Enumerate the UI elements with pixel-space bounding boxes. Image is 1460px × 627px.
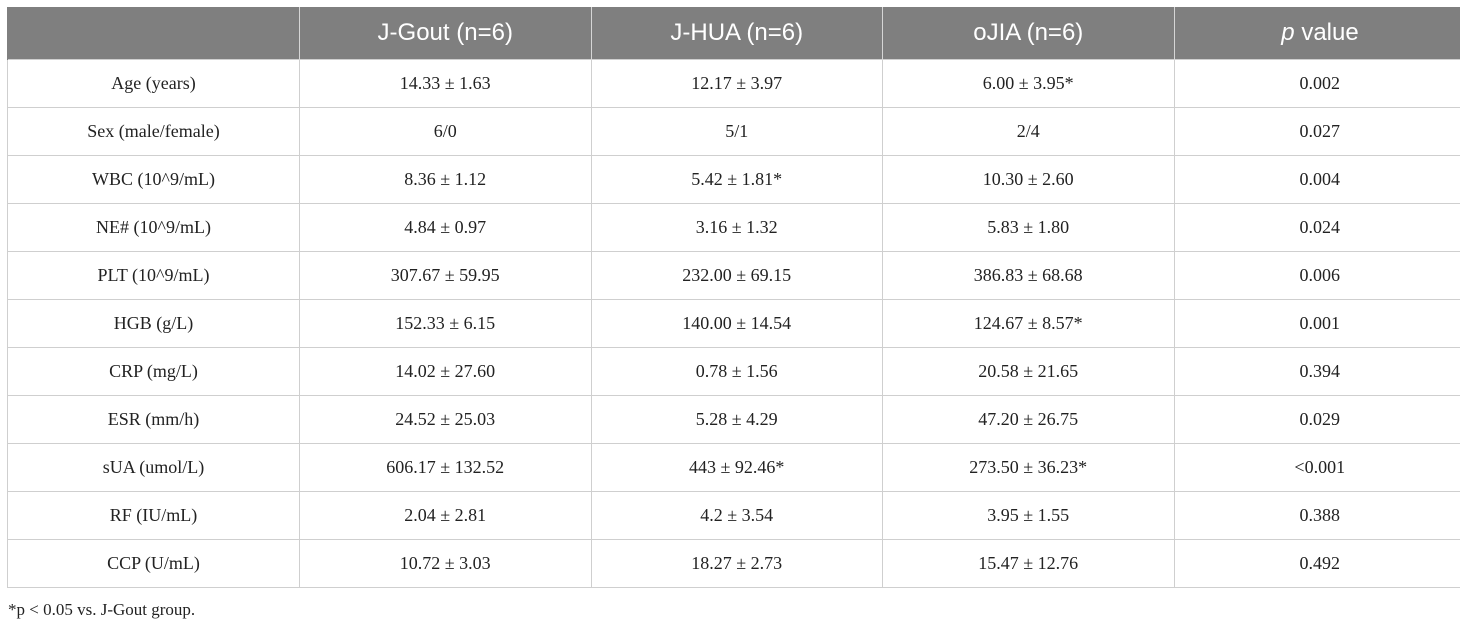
header-cell-j-gout: J-Gout (n=6) (299, 7, 591, 60)
comparison-table-container: J-Gout (n=6) J-HUA (n=6) oJIA (n=6) p va… (7, 7, 1460, 588)
j-hua-cell: 18.27 ± 2.73 (590, 539, 883, 588)
variable-cell: Age (years) (7, 59, 300, 108)
j-gout-cell: 14.33 ± 1.63 (299, 59, 592, 108)
j-gout-cell: 4.84 ± 0.97 (299, 203, 592, 252)
variable-cell: WBC (10^9/mL) (7, 155, 300, 204)
j-gout-cell: 24.52 ± 25.03 (299, 395, 592, 444)
j-hua-cell: 232.00 ± 69.15 (590, 251, 883, 300)
j-hua-cell: 5.42 ± 1.81* (590, 155, 883, 204)
j-hua-cell: 3.16 ± 1.32 (590, 203, 883, 252)
p-symbol: p (1281, 19, 1295, 46)
j-hua-cell: 443 ± 92.46* (590, 443, 883, 492)
table-body: Age (years) 14.33 ± 1.63 12.17 ± 3.97 6.00 … (7, 59, 1460, 588)
ojia-cell: 47.20 ± 26.75 (882, 395, 1175, 444)
table-row: WBC (10^9/mL) 8.36 ± 1.12 5.42 ± 1.81* 10.3… (7, 155, 1460, 204)
table-row: HGB (g/L) 152.33 ± 6.15 140.00 ± 14.54 124.… (7, 299, 1460, 348)
j-hua-cell: 5/1 (590, 107, 883, 156)
p-value-label: value (1294, 19, 1359, 46)
j-gout-cell: 8.36 ± 1.12 (299, 155, 592, 204)
table-footnote: *p < 0.05 vs. J-Gout group. (8, 600, 196, 619)
table-row: CRP (mg/L) 14.02 ± 27.60 0.78 ± 1.56 20.58 … (7, 347, 1460, 396)
ojia-cell: 15.47 ± 12.76 (882, 539, 1175, 588)
j-hua-cell: 140.00 ± 14.54 (590, 299, 883, 348)
ojia-cell: 20.58 ± 21.65 (882, 347, 1175, 396)
p-value-cell: 0.001 (1173, 299, 1460, 348)
j-hua-cell: 5.28 ± 4.29 (590, 395, 883, 444)
p-value-cell: 0.002 (1173, 59, 1460, 108)
variable-cell: PLT (10^9/mL) (7, 251, 300, 300)
ojia-cell: 124.67 ± 8.57* (882, 299, 1175, 348)
p-value-cell: 0.024 (1173, 203, 1460, 252)
variable-cell: Sex (male/female) (7, 107, 300, 156)
p-value-cell: 0.388 (1173, 491, 1460, 540)
j-gout-cell: 2.04 ± 2.81 (299, 491, 592, 540)
table-row: NE# (10^9/mL) 4.84 ± 0.97 3.16 ± 1.32 5.83 … (7, 203, 1460, 252)
variable-cell: RF (IU/mL) (7, 491, 300, 540)
ojia-cell: 10.30 ± 2.60 (882, 155, 1175, 204)
p-value-cell: <0.001 (1173, 443, 1460, 492)
ojia-cell: 5.83 ± 1.80 (882, 203, 1175, 252)
j-gout-cell: 307.67 ± 59.95 (299, 251, 592, 300)
variable-cell: CRP (mg/L) (7, 347, 300, 396)
variable-cell: NE# (10^9/mL) (7, 203, 300, 252)
j-hua-cell: 0.78 ± 1.56 (590, 347, 883, 396)
j-gout-cell: 6/0 (299, 107, 592, 156)
header-cell-p-value: p value (1173, 7, 1460, 60)
ojia-cell: 386.83 ± 68.68 (882, 251, 1175, 300)
p-value-cell: 0.027 (1173, 107, 1460, 156)
variable-cell: CCP (U/mL) (7, 539, 300, 588)
table-header-row: J-Gout (n=6) J-HUA (n=6) oJIA (n=6) p va… (7, 7, 1460, 60)
j-gout-cell: 14.02 ± 27.60 (299, 347, 592, 396)
j-gout-cell: 152.33 ± 6.15 (299, 299, 592, 348)
j-hua-cell: 4.2 ± 3.54 (590, 491, 883, 540)
p-value-cell: 0.029 (1173, 395, 1460, 444)
variable-cell: HGB (g/L) (7, 299, 300, 348)
j-gout-cell: 10.72 ± 3.03 (299, 539, 592, 588)
p-value-cell: 0.004 (1173, 155, 1460, 204)
p-value-cell: 0.394 (1173, 347, 1460, 396)
comparison-table: J-Gout (n=6) J-HUA (n=6) oJIA (n=6) p va… (7, 7, 1460, 588)
table-row: Age (years) 14.33 ± 1.63 12.17 ± 3.97 6.00 … (7, 59, 1460, 108)
table-row: ESR (mm/h) 24.52 ± 25.03 5.28 ± 4.29 47.20 … (7, 395, 1460, 444)
j-gout-cell: 606.17 ± 132.52 (299, 443, 592, 492)
ojia-cell: 2/4 (882, 107, 1175, 156)
p-value-cell: 0.006 (1173, 251, 1460, 300)
table-row: PLT (10^9/mL) 307.67 ± 59.95 232.00 ± 69.1… (7, 251, 1460, 300)
j-hua-cell: 12.17 ± 3.97 (590, 59, 883, 108)
variable-cell: sUA (umol/L) (7, 443, 300, 492)
header-cell-j-hua: J-HUA (n=6) (590, 7, 883, 60)
table-row: CCP (U/mL) 10.72 ± 3.03 18.27 ± 2.73 15.47 … (7, 539, 1460, 588)
header-cell-variable (7, 7, 300, 60)
header-cell-ojia: oJIA (n=6) (882, 7, 1174, 60)
table-row: sUA (umol/L) 606.17 ± 132.52 443 ± 92.46* 2… (7, 443, 1460, 492)
variable-cell: ESR (mm/h) (7, 395, 300, 444)
ojia-cell: 273.50 ± 36.23* (882, 443, 1175, 492)
ojia-cell: 6.00 ± 3.95* (882, 59, 1175, 108)
table-row: Sex (male/female) 6/0 5/1 2/4 0.027 (7, 107, 1460, 156)
ojia-cell: 3.95 ± 1.55 (882, 491, 1175, 540)
p-value-cell: 0.492 (1173, 539, 1460, 588)
table-row: RF (IU/mL) 2.04 ± 2.81 4.2 ± 3.54 3.95 ± 1.… (7, 491, 1460, 540)
